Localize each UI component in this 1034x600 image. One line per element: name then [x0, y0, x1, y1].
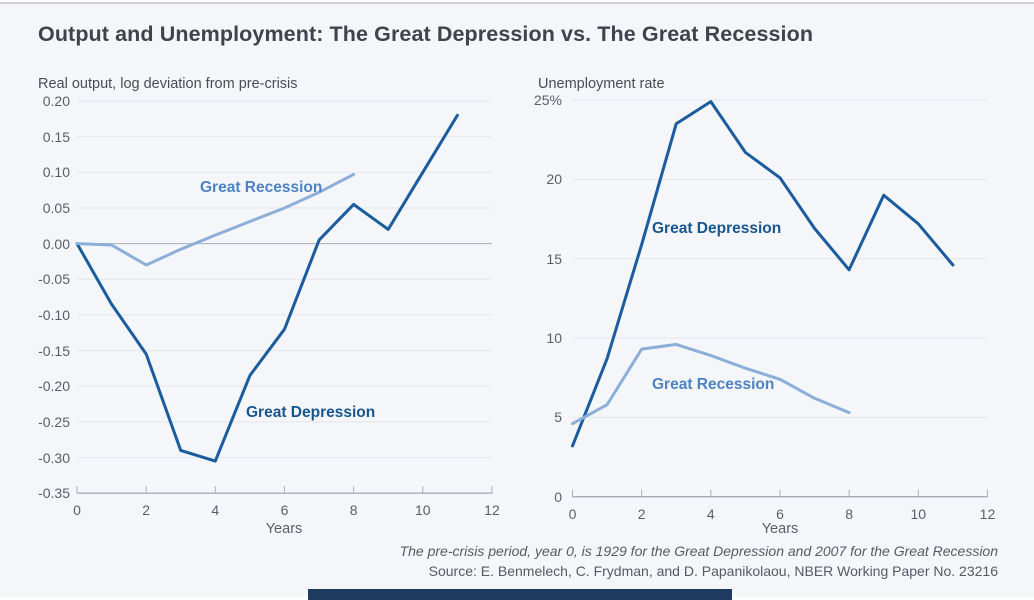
- figure-title: Output and Unemployment: The Great Depre…: [38, 22, 814, 46]
- y-tick-label: -0.05: [38, 271, 70, 288]
- right-great-recession-label: Great Recession: [652, 376, 775, 393]
- y-tick-label: 0.10: [42, 164, 70, 181]
- great-depression-line: [75, 113, 459, 463]
- x-tick-label: 10: [415, 502, 431, 519]
- x-tick-label: 2: [637, 505, 646, 522]
- y-tick-label: 25%: [533, 92, 562, 108]
- great-depression-line: [571, 100, 955, 448]
- x-tick-label: 0: [568, 505, 577, 522]
- x-tick-label: 4: [211, 502, 220, 519]
- x-tick-label: 8: [845, 505, 854, 522]
- x-tick-label: 0: [73, 502, 81, 519]
- y-tick-label: 5: [554, 409, 562, 426]
- y-tick-label: -0.30: [38, 449, 70, 466]
- y-tick-label: 20: [546, 171, 562, 188]
- y-tick-label: -0.20: [38, 378, 70, 395]
- right-x-axis-label: Years: [761, 521, 799, 537]
- y-tick-label: 0.00: [42, 235, 70, 252]
- y-tick-label: 0.15: [42, 128, 70, 145]
- x-tick-label: 8: [349, 502, 358, 519]
- x-tick-label: 10: [910, 505, 927, 522]
- great-recession-line: [571, 342, 851, 426]
- right-great-depression-label: Great Depression: [652, 220, 782, 237]
- x-tick-label: 2: [142, 502, 151, 519]
- y-tick-label: -0.15: [38, 342, 70, 359]
- footnote-precrisis-note: The pre-crisis period, year 0, is 1929 f…: [399, 543, 998, 559]
- y-tick-label: 10: [546, 330, 562, 347]
- left-great-recession-label: Great Recession: [200, 179, 323, 196]
- left-x-axis-label: Years: [265, 521, 303, 537]
- great-recession-line: [75, 172, 356, 267]
- nber-footer-bar: [308, 589, 732, 600]
- x-tick-label: 6: [280, 502, 289, 519]
- x-tick-label: 12: [979, 505, 996, 522]
- x-tick-label: 12: [484, 502, 500, 519]
- y-tick-label: 0.05: [42, 199, 70, 216]
- x-tick-label: 6: [776, 505, 784, 522]
- right-chart-title: Unemployment rate: [538, 76, 665, 92]
- y-tick-label: -0.35: [38, 485, 70, 502]
- footnote-source: Source: E. Benmelech, C. Frydman, and D.…: [428, 563, 998, 579]
- y-tick-label: 0.20: [42, 93, 70, 109]
- y-tick-label: 15: [546, 250, 562, 267]
- left-great-depression-label: Great Depression: [246, 404, 376, 421]
- y-tick-label: -0.10: [38, 306, 70, 323]
- left-chart-title: Real output, log deviation from pre-cris…: [38, 76, 298, 92]
- y-tick-label: -0.25: [38, 413, 70, 430]
- x-tick-label: 4: [706, 505, 715, 522]
- y-tick-label: 0: [554, 488, 562, 505]
